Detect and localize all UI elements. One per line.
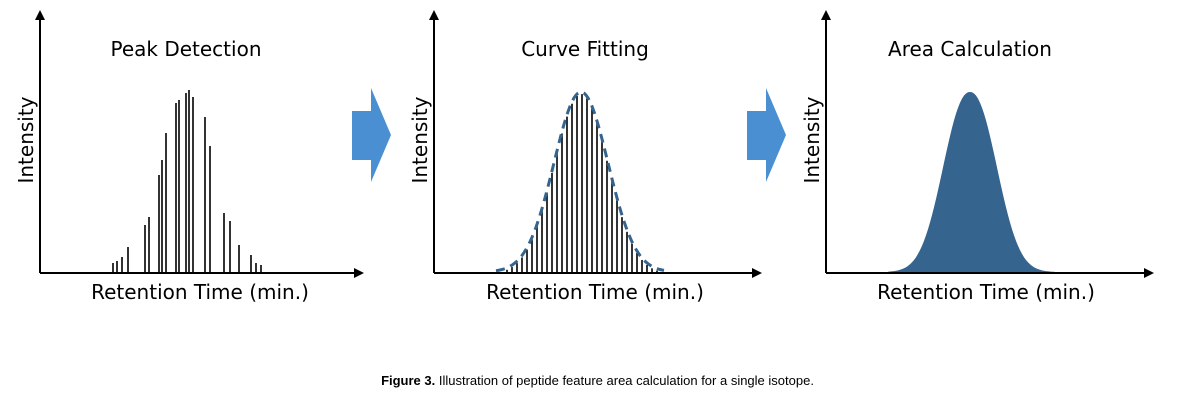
- y-axis-label: Intensity: [408, 96, 432, 183]
- fitted-curve: [495, 90, 665, 273]
- panel-area-calculation: Area Calculation Intensity Retention Tim…: [800, 10, 1154, 304]
- caption-label: Figure 3.: [381, 373, 436, 388]
- panel-title: Peak Detection: [110, 37, 261, 61]
- y-axis-label: Intensity: [800, 96, 824, 183]
- arrow-right-icon: [747, 88, 786, 182]
- x-axis-label: Retention Time (min.): [877, 280, 1095, 304]
- panel-curve-fitting: Curve Fitting Intensity Retention Time (…: [408, 10, 762, 304]
- x-axis-label: Retention Time (min.): [91, 280, 309, 304]
- figure-caption: Figure 3. Illustration of peptide featur…: [0, 373, 1195, 388]
- peak-sticks: [506, 94, 658, 272]
- peak-sticks: [112, 90, 262, 272]
- arrow-right-icon: [352, 88, 391, 182]
- panel-peak-detection: Peak Detection Intensity Retention Time …: [14, 10, 364, 304]
- y-axis-label: Intensity: [14, 96, 38, 183]
- caption-text: Illustration of peptide feature area cal…: [435, 373, 814, 388]
- peak-area: [888, 92, 1055, 272]
- panel-title: Area Calculation: [888, 37, 1052, 61]
- panel-title: Curve Fitting: [521, 37, 649, 61]
- x-axis-label: Retention Time (min.): [486, 280, 704, 304]
